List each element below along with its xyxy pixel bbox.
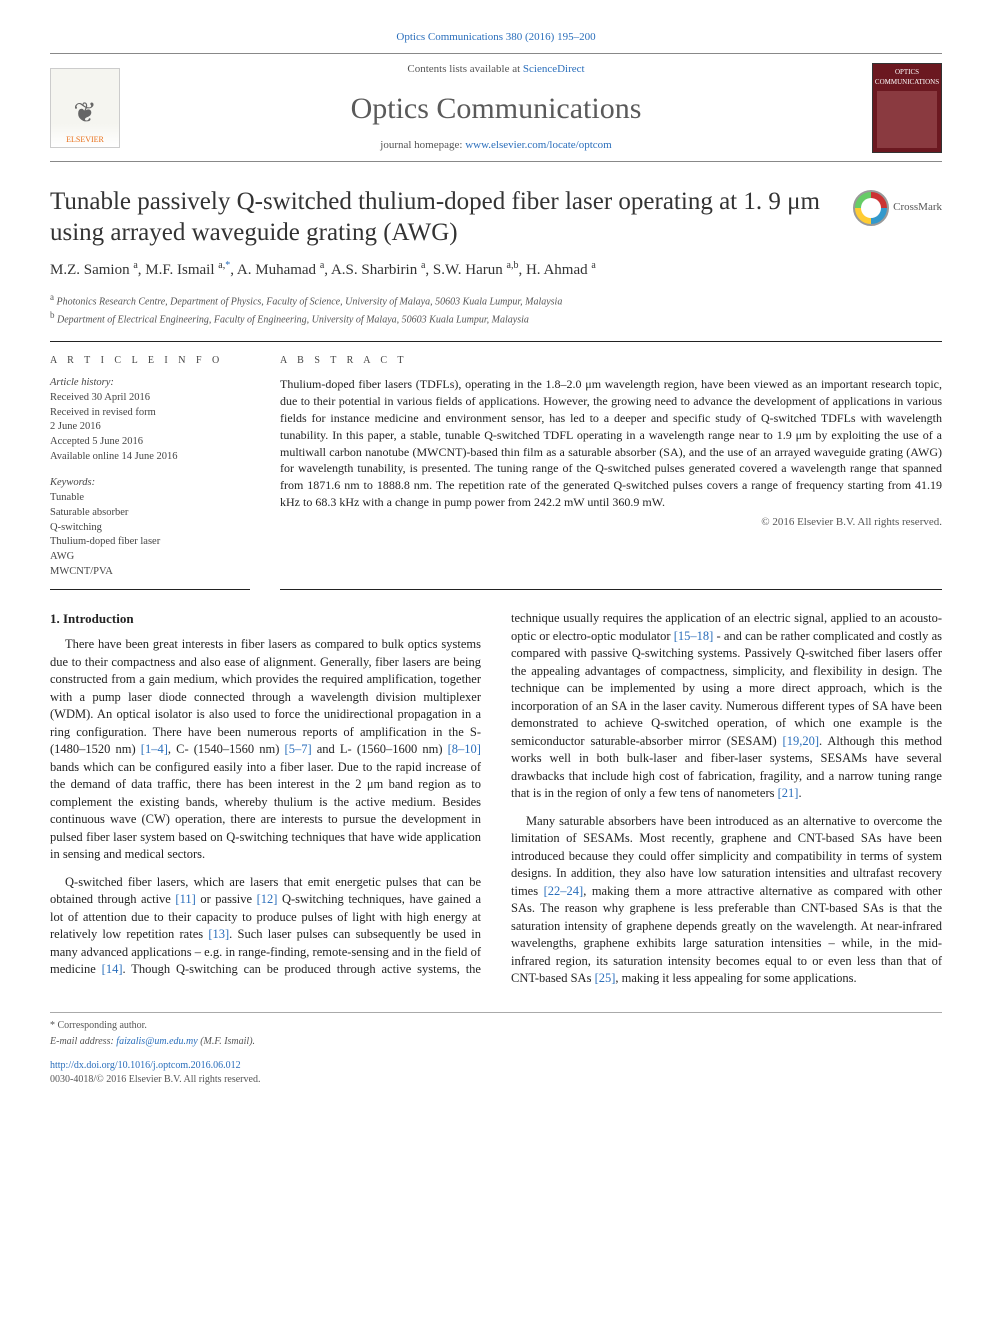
elsevier-label: ELSEVIER <box>66 134 104 145</box>
issue-citation: Optics Communications 380 (2016) 195–200 <box>50 30 942 45</box>
issn-line: 0030-4018/© 2016 Elsevier B.V. All right… <box>50 1073 942 1087</box>
crossmark-icon <box>853 190 889 226</box>
article-title: Tunable passively Q-switched thulium-dop… <box>50 186 841 249</box>
cover-title: OPTICS COMMUNICATIONS <box>875 68 939 88</box>
abstract-label: A B S T R A C T <box>280 354 942 368</box>
doi-line: http://dx.doi.org/10.1016/j.optcom.2016.… <box>50 1059 942 1073</box>
authors: M.Z. Samion a, M.F. Ismail a,*, A. Muham… <box>50 259 942 281</box>
elsevier-logo: ❦ ELSEVIER <box>50 68 120 148</box>
issue-citation-link[interactable]: Optics Communications 380 (2016) 195–200 <box>396 31 595 43</box>
abstract-copyright: © 2016 Elsevier B.V. All rights reserved… <box>280 515 942 530</box>
journal-cover-thumb: OPTICS COMMUNICATIONS <box>872 63 942 153</box>
corresponding-author: * Corresponding author. <box>50 1019 942 1033</box>
abstract: A B S T R A C T Thulium-doped fiber lase… <box>280 354 942 590</box>
affiliations: a Photonics Research Centre, Department … <box>50 291 942 328</box>
abstract-text: Thulium-doped fiber lasers (TDFLs), oper… <box>280 376 942 510</box>
doi-link[interactable]: http://dx.doi.org/10.1016/j.optcom.2016.… <box>50 1060 241 1071</box>
page-footer: * Corresponding author. E-mail address: … <box>50 1012 942 1087</box>
journal-name: Optics Communications <box>120 88 872 130</box>
history-label: Article history: <box>50 376 250 391</box>
article-body: 1. Introduction There have been great in… <box>50 610 942 988</box>
journal-homepage-link[interactable]: www.elsevier.com/locate/optcom <box>465 139 612 151</box>
history-lines: Received 30 April 2016Received in revise… <box>50 391 250 464</box>
keywords-list: TunableSaturable absorberQ-switchingThul… <box>50 491 250 579</box>
elsevier-tree-icon: ❦ <box>73 94 96 133</box>
header-center: Contents lists available at ScienceDirec… <box>120 62 872 153</box>
contents-line: Contents lists available at ScienceDirec… <box>120 62 872 77</box>
article-info: A R T I C L E I N F O Article history: R… <box>50 354 250 590</box>
crossmark-badge[interactable]: CrossMark <box>853 190 942 226</box>
body-paragraph: Many saturable absorbers have been intro… <box>511 813 942 988</box>
email-line: E-mail address: faizalis@um.edu.my (M.F.… <box>50 1035 942 1049</box>
journal-header: ❦ ELSEVIER Contents lists available at S… <box>50 53 942 162</box>
cover-image-placeholder <box>877 91 937 147</box>
email-link[interactable]: faizalis@um.edu.my <box>116 1036 197 1047</box>
journal-homepage: journal homepage: www.elsevier.com/locat… <box>120 138 872 153</box>
sciencedirect-link[interactable]: ScienceDirect <box>523 63 585 75</box>
body-paragraph: There have been great interests in fiber… <box>50 636 481 864</box>
article-info-label: A R T I C L E I N F O <box>50 354 250 368</box>
crossmark-label: CrossMark <box>893 200 942 215</box>
keywords-label: Keywords: <box>50 476 250 491</box>
intro-heading: 1. Introduction <box>50 610 481 628</box>
